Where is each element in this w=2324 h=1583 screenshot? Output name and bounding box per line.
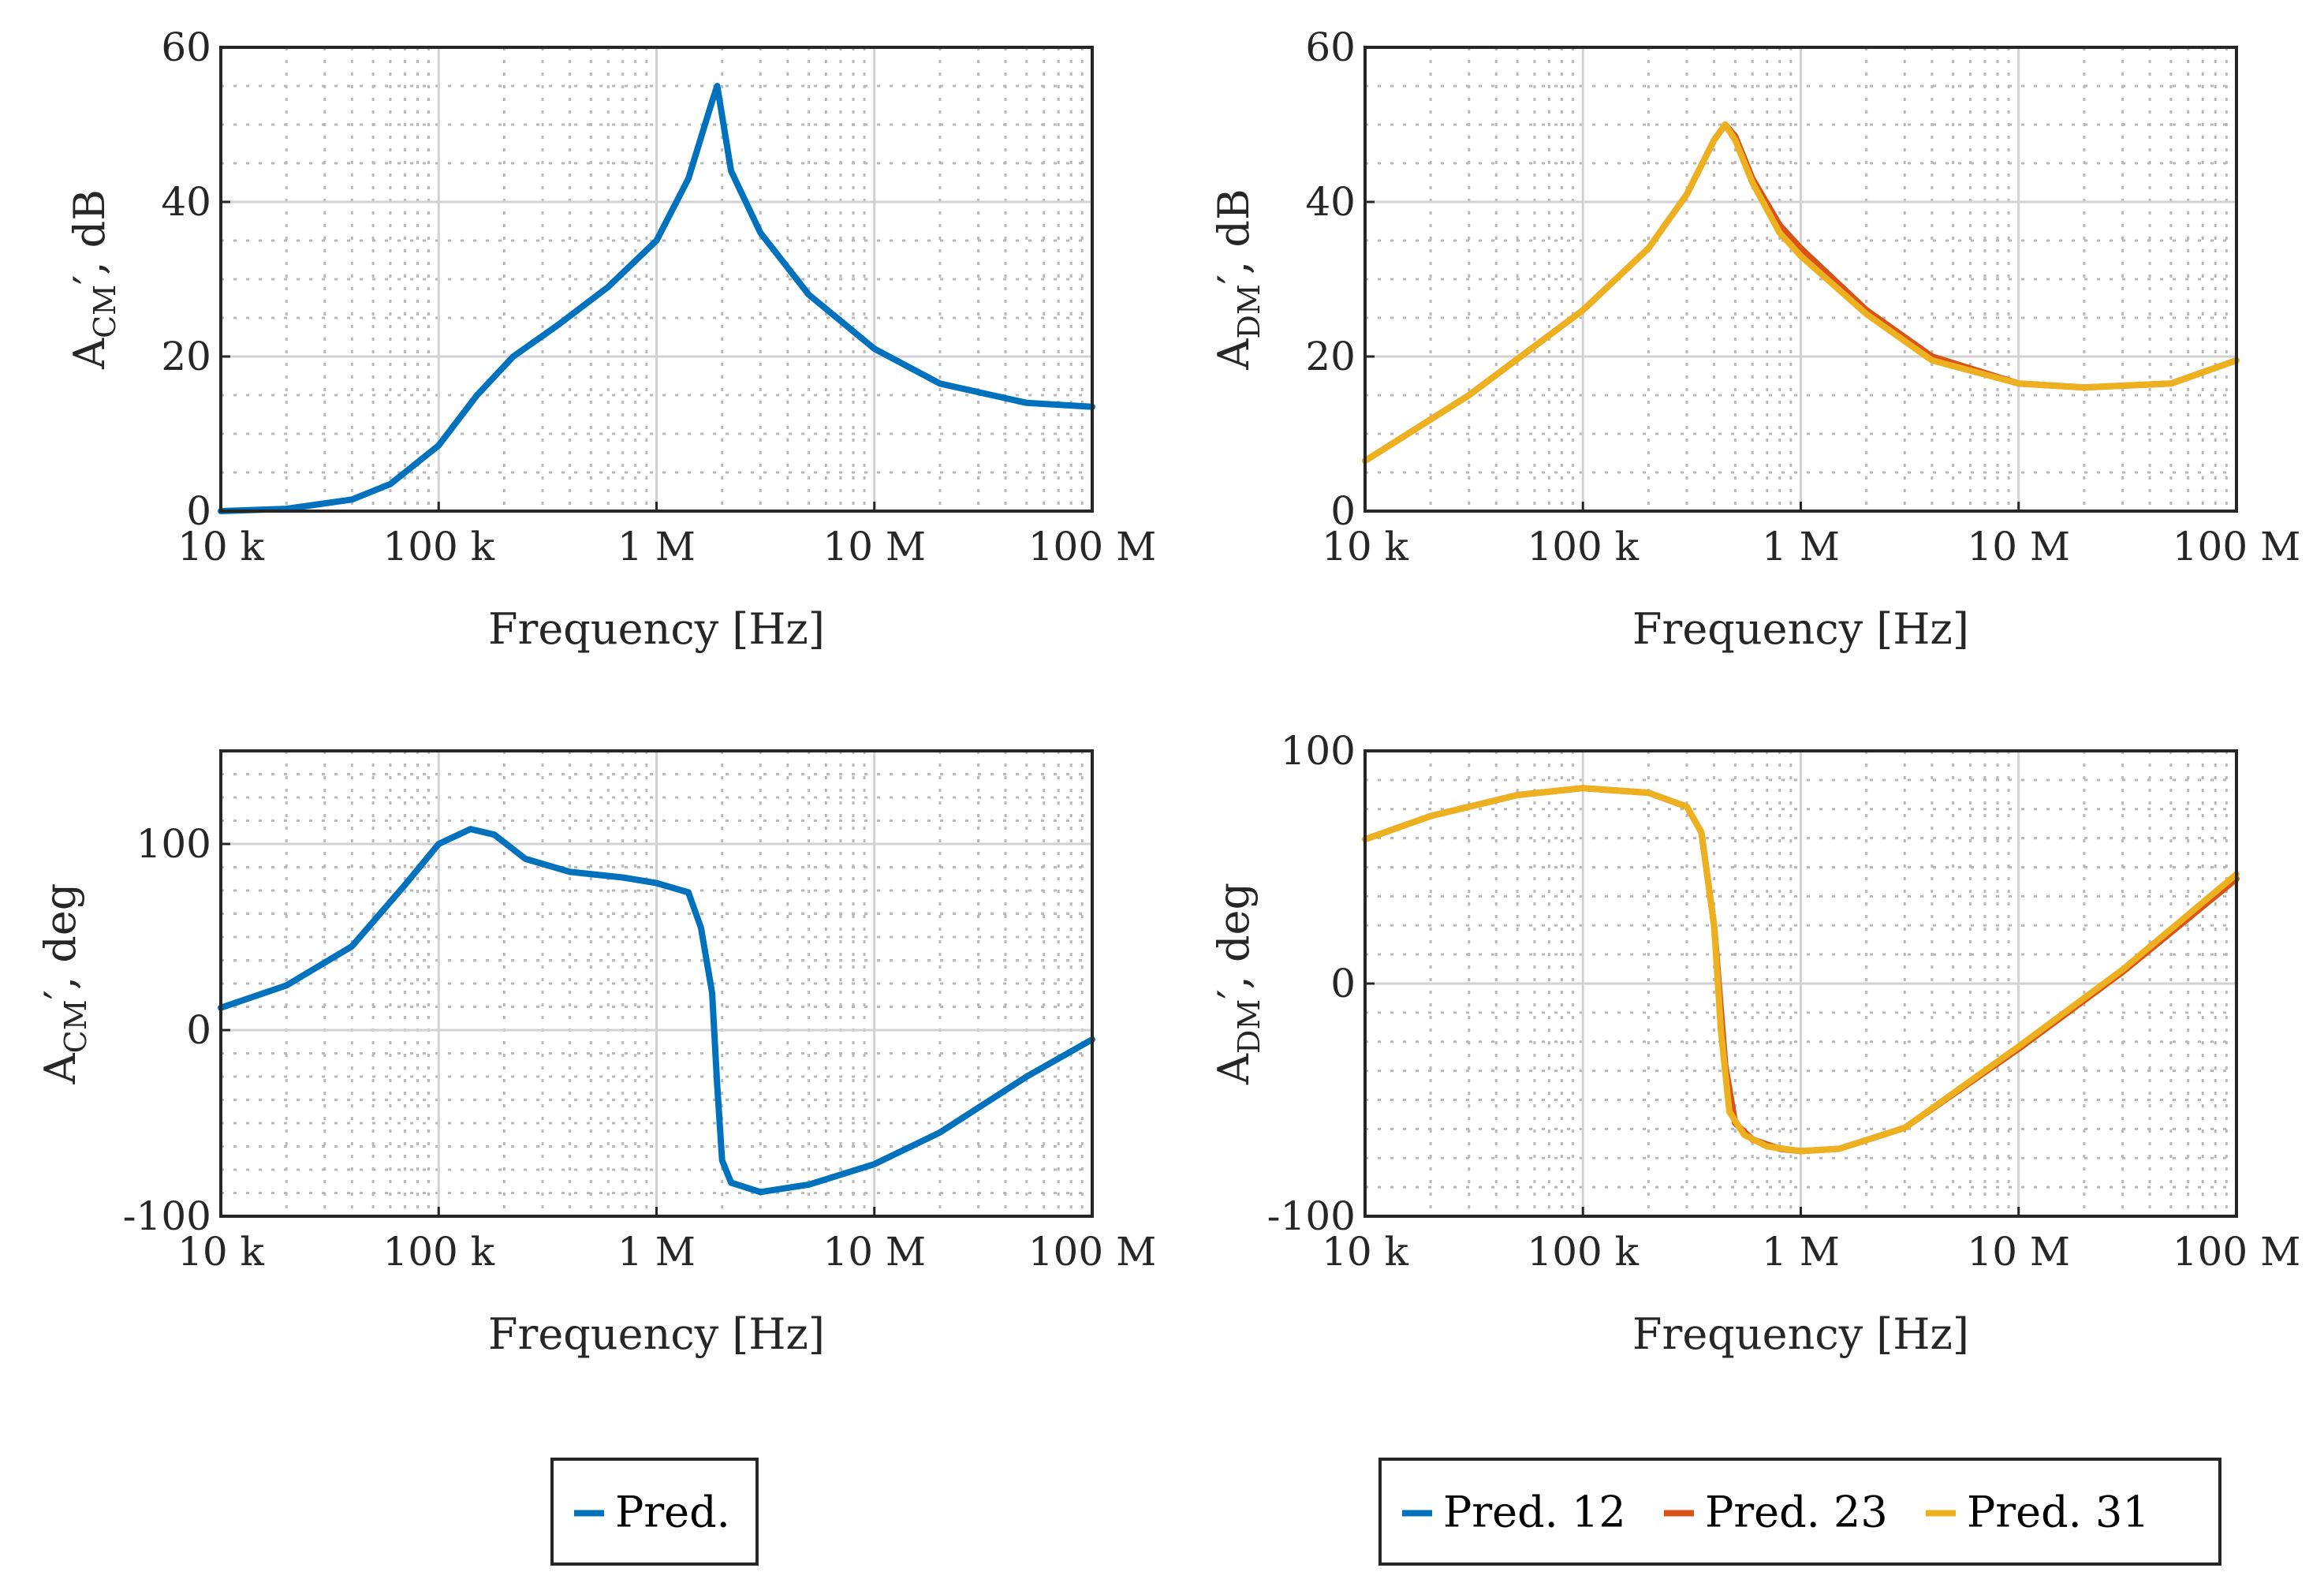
x-tick-label: 100 k (1527, 1229, 1639, 1275)
x-tick-label: 10 M (1967, 1229, 2070, 1275)
y-tick-label: 0 (186, 488, 211, 534)
legend-label: Pred. (615, 1488, 730, 1537)
x-tick-label: 1 M (617, 1229, 696, 1275)
x-tick-label: 1 M (1762, 1229, 1840, 1275)
x-tick-label: 10 k (177, 1229, 265, 1275)
y-axis-label: ADM′, dB (1209, 189, 1266, 370)
x-tick-label: 10 M (823, 1229, 926, 1275)
chart-2: 10 k 100 k 1 M 10 M 100 M 0 20 40 60 Frequency [H… (1209, 24, 2300, 654)
y-tick-label: -100 (1267, 1193, 1356, 1239)
x-tick-label: 100 k (382, 524, 494, 569)
legend-label: Pred. 12 (1443, 1488, 1626, 1537)
y-tick-label: 100 (136, 821, 211, 867)
y-tick-label: 40 (1305, 179, 1356, 225)
x-axis-label: Frequency [Hz] (1632, 604, 1969, 654)
y-tick-label: -100 (123, 1193, 211, 1239)
chart-3: 10 k 100 k 1 M 10 M 100 M -100 0 100 Frequency [… (35, 749, 1157, 1359)
y-tick-label: 0 (186, 1007, 211, 1053)
series-line-pred-31 (1362, 121, 2240, 465)
legend-right: Pred. 12 Pred. 23 Pred. 31 (1378, 1458, 2221, 1566)
series-line-pred-31 (1362, 785, 2240, 1155)
y-tick-label: 100 (1281, 728, 1356, 774)
x-tick-label: 1 M (617, 524, 696, 569)
y-axis-label: ADM′, deg (1209, 883, 1266, 1085)
x-tick-label: 100 k (382, 1229, 494, 1275)
x-axis-label: Frequency [Hz] (488, 604, 825, 654)
y-axis-label: ACM′, dB (65, 189, 122, 370)
x-tick-label: 100 M (2173, 524, 2301, 569)
legend-label: Pred. 31 (1967, 1488, 2150, 1537)
legend-left: Pred. (550, 1458, 759, 1566)
y-tick-label: 20 (1305, 334, 1356, 379)
x-tick-label: 1 M (1762, 524, 1840, 569)
x-tick-label: 100 M (1028, 524, 1157, 569)
x-tick-label: 10 k (1322, 524, 1409, 569)
x-tick-label: 100 M (2173, 1229, 2301, 1275)
legend-label: Pred. 23 (1705, 1488, 1888, 1537)
x-tick-label: 10 k (177, 524, 265, 569)
x-tick-label: 10 k (1322, 1229, 1409, 1275)
x-tick-label: 10 M (823, 524, 926, 569)
chart-1: 10 k 100 k 1 M 10 M 100 M 0 20 40 60 Frequency [H… (65, 24, 1156, 654)
y-tick-label: 40 (161, 179, 211, 225)
y-tick-label: 20 (161, 334, 211, 379)
y-tick-label: 0 (1330, 488, 1356, 534)
x-tick-label: 100 k (1527, 524, 1639, 569)
x-tick-label: 100 M (1028, 1229, 1157, 1275)
y-tick-label: 60 (161, 24, 211, 70)
y-axis-label: ACM′, deg (35, 883, 93, 1085)
series-line-pred- (218, 83, 1095, 514)
y-tick-label: 0 (1330, 961, 1356, 1006)
x-axis-label: Frequency [Hz] (488, 1309, 825, 1359)
legend-frame (1378, 1458, 2221, 1566)
x-axis-label: Frequency [Hz] (1632, 1309, 1969, 1359)
y-tick-label: 60 (1305, 24, 1356, 70)
series-line-pred- (218, 826, 1095, 1196)
x-tick-label: 10 M (1967, 524, 2070, 569)
chart-4: 10 k 100 k 1 M 10 M 100 M -100 0 100 Frequency [… (1209, 728, 2300, 1359)
